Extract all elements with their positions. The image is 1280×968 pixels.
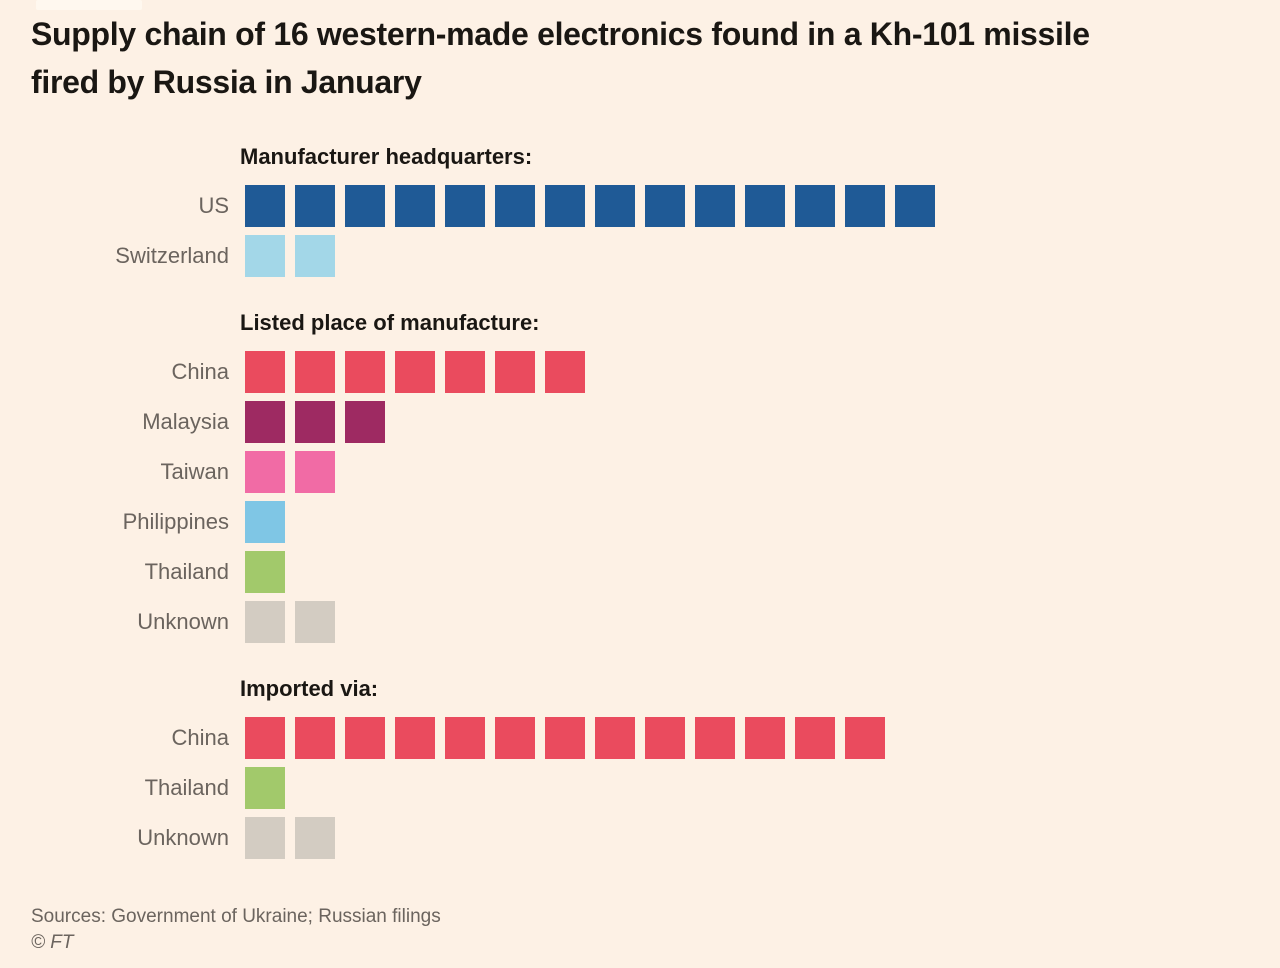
unit-square xyxy=(445,717,485,759)
unit-square xyxy=(245,401,285,443)
chart-row-unknown: Unknown xyxy=(0,817,1280,859)
unit-squares xyxy=(245,401,385,443)
unit-square xyxy=(695,185,735,227)
unit-squares xyxy=(245,551,285,593)
row-label: Thailand xyxy=(144,775,229,800)
row-label: Switzerland xyxy=(115,243,229,268)
unit-square xyxy=(545,351,585,393)
unit-squares xyxy=(245,235,335,277)
unit-square xyxy=(695,717,735,759)
unit-square xyxy=(845,717,885,759)
chart-title-line-1: Supply chain of 16 western-made electron… xyxy=(31,16,1090,52)
unit-square xyxy=(295,351,335,393)
row-label: Taiwan xyxy=(160,459,229,484)
chart-row-thailand: Thailand xyxy=(0,767,1280,809)
chart-row-philippines: Philippines xyxy=(0,501,1280,543)
chart-row-switzerland: Switzerland xyxy=(0,235,1280,277)
unit-square xyxy=(795,717,835,759)
chart-row-unknown: Unknown xyxy=(0,601,1280,643)
unit-square xyxy=(395,717,435,759)
unit-square xyxy=(295,451,335,493)
unit-square xyxy=(295,235,335,277)
unit-square xyxy=(245,235,285,277)
unit-square xyxy=(445,185,485,227)
unit-square xyxy=(395,351,435,393)
unit-square xyxy=(545,717,585,759)
unit-square xyxy=(495,185,535,227)
unit-square xyxy=(745,717,785,759)
row-label: Philippines xyxy=(122,509,229,534)
row-label: Unknown xyxy=(137,825,229,850)
sources-note: Sources: Government of Ukraine; Russian … xyxy=(31,906,441,927)
unit-squares xyxy=(245,501,285,543)
unit-square xyxy=(295,717,335,759)
unit-square xyxy=(345,401,385,443)
row-label: China xyxy=(171,725,229,750)
unit-square xyxy=(595,717,635,759)
unit-square xyxy=(645,717,685,759)
unit-squares xyxy=(245,717,885,759)
chart-row-thailand: Thailand xyxy=(0,551,1280,593)
chart-footer: Sources: Government of Ukraine; Russian … xyxy=(31,904,441,956)
unit-square xyxy=(345,185,385,227)
unit-square xyxy=(545,185,585,227)
section-title: Manufacturer headquarters: xyxy=(240,144,533,169)
unit-square xyxy=(245,767,285,809)
chart-title: Supply chain of 16 western-made electron… xyxy=(31,10,1090,106)
unit-squares xyxy=(245,767,285,809)
chart-row-malaysia: Malaysia xyxy=(0,401,1280,443)
row-label: China xyxy=(171,359,229,384)
unit-squares xyxy=(245,451,335,493)
unit-square xyxy=(295,601,335,643)
chart-row-us: US xyxy=(0,185,1280,227)
unit-square xyxy=(245,185,285,227)
unit-square xyxy=(745,185,785,227)
unit-square xyxy=(245,451,285,493)
unit-square xyxy=(295,817,335,859)
row-label: Thailand xyxy=(144,559,229,584)
unit-square xyxy=(895,185,935,227)
ft-copyright: © FT xyxy=(31,932,74,953)
unit-square xyxy=(295,185,335,227)
unit-square xyxy=(245,717,285,759)
unit-squares xyxy=(245,817,335,859)
unit-square xyxy=(345,351,385,393)
unit-square xyxy=(245,501,285,543)
section-title: Imported via: xyxy=(240,676,379,701)
chart-row-china: China xyxy=(0,717,1280,759)
unit-square xyxy=(495,351,535,393)
highlight-artifact xyxy=(36,0,142,10)
chart-row-taiwan: Taiwan xyxy=(0,451,1280,493)
unit-square xyxy=(295,401,335,443)
unit-square xyxy=(245,551,285,593)
row-label: Unknown xyxy=(137,609,229,634)
unit-squares xyxy=(245,185,935,227)
unit-square xyxy=(645,185,685,227)
unit-square xyxy=(595,185,635,227)
unit-square xyxy=(845,185,885,227)
chart-title-line-2: fired by Russia in January xyxy=(31,64,422,100)
row-label: US xyxy=(198,193,229,218)
unit-square xyxy=(445,351,485,393)
unit-square xyxy=(495,717,535,759)
unit-square xyxy=(245,351,285,393)
row-label: Malaysia xyxy=(142,409,229,434)
unit-square xyxy=(345,717,385,759)
section-title: Listed place of manufacture: xyxy=(240,310,540,335)
unit-square xyxy=(395,185,435,227)
unit-square xyxy=(795,185,835,227)
unit-square xyxy=(245,817,285,859)
unit-squares xyxy=(245,601,335,643)
chart-row-china: China xyxy=(0,351,1280,393)
unit-squares xyxy=(245,351,585,393)
unit-square xyxy=(245,601,285,643)
